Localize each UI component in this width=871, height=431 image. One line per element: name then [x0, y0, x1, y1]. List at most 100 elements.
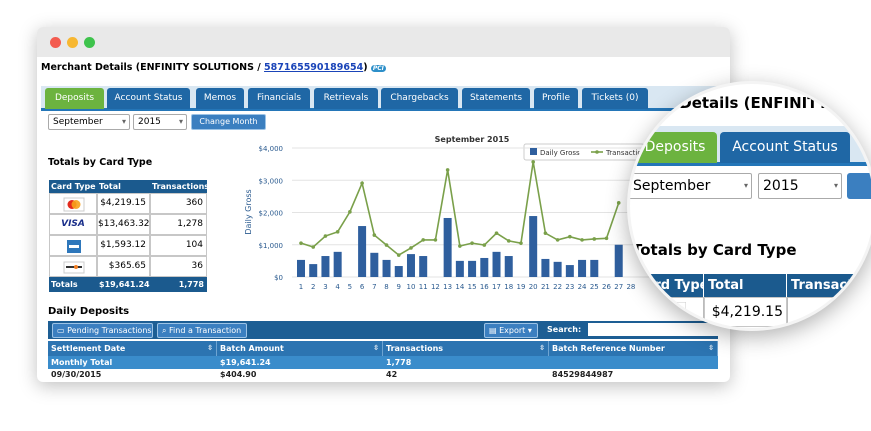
point	[335, 230, 340, 234]
bar	[565, 265, 574, 277]
sort-icon[interactable]: ⇳	[373, 344, 379, 352]
point	[543, 231, 548, 235]
bar	[590, 259, 599, 277]
x-tick-label: 21	[541, 283, 550, 291]
card-totals-title: Totals by Card Type	[48, 157, 153, 168]
close-dot[interactable]	[50, 37, 61, 48]
y-tick-label: $1,000	[259, 242, 284, 250]
point	[348, 210, 352, 214]
point	[482, 243, 487, 247]
card-total: $1,593.12	[97, 235, 150, 256]
tab[interactable]: Financials	[248, 88, 310, 109]
x-tick-label: 18	[504, 283, 513, 291]
card-total: $365.65	[97, 256, 150, 277]
bar	[504, 256, 513, 277]
bar	[406, 254, 415, 277]
x-tick-label: 2	[311, 283, 315, 291]
pci-badge: PCI	[370, 65, 386, 72]
bar	[541, 258, 550, 277]
bar	[333, 251, 342, 277]
tab[interactable]: Account Status	[720, 132, 850, 163]
bar	[529, 216, 538, 277]
column-header[interactable]: Batch Reference Number ⇳	[549, 341, 718, 356]
point	[568, 234, 572, 239]
tab[interactable]: Chargebacks	[381, 88, 458, 109]
x-tick-label: 12	[431, 283, 440, 291]
merchant-id[interactable]: 587165590189654	[264, 62, 364, 73]
button-label: Pending Transactions	[67, 326, 152, 335]
x-tick-label: 13	[443, 283, 452, 291]
tab[interactable]: Retrievals	[314, 88, 378, 109]
x-tick-label: 9	[397, 283, 401, 291]
point	[470, 241, 474, 245]
card-type-cell	[49, 235, 97, 256]
tab[interactable]: Memos	[196, 88, 244, 109]
y-tick-label: $3,000	[259, 177, 284, 185]
tab[interactable]: Statements	[462, 88, 530, 109]
bar	[358, 226, 367, 277]
find-button[interactable]: ⌕ Find a Transaction	[157, 323, 247, 338]
tab[interactable]: Profile	[534, 88, 578, 109]
card-transactions: 1,278	[150, 214, 207, 235]
year-select[interactable]: 2015	[133, 114, 187, 130]
x-tick-label: 25	[590, 283, 599, 291]
pending-button[interactable]: ▭ Pending Transactions	[52, 323, 153, 338]
tab[interactable]: Account Status	[107, 88, 190, 109]
summary-row	[48, 356, 718, 369]
title-bar	[37, 27, 730, 57]
minimize-dot[interactable]	[67, 37, 78, 48]
point	[519, 241, 523, 245]
point	[616, 201, 621, 205]
x-tick-label: 10	[407, 283, 416, 291]
visa-logo: VISA	[61, 219, 85, 229]
tab[interactable]: Deposits	[45, 88, 104, 109]
export-button[interactable]: ▤ Export ▾	[484, 323, 538, 338]
column-header: Total	[704, 274, 786, 297]
column-header[interactable]: Settlement Date ⇳	[48, 341, 217, 356]
bar	[321, 256, 330, 277]
card-total: $4,219.15	[704, 297, 787, 327]
bar	[297, 259, 305, 277]
x-tick-label: 15	[468, 283, 477, 291]
summary-cell: $19,641.24	[220, 358, 271, 367]
x-tick-label: 20	[529, 283, 538, 291]
x-tick-label: 5	[348, 283, 352, 291]
card-total: $4,219.15	[97, 193, 150, 214]
change-month-button[interactable]	[847, 173, 871, 199]
sort-icon[interactable]: ⇳	[207, 344, 213, 352]
merchant-line: Merchant Details (ENFINITY SOLUTIONS / 5…	[41, 62, 386, 73]
zoom-dot[interactable]	[84, 37, 95, 48]
tab[interactable]: Tickets (0)	[582, 88, 648, 109]
tab[interactable]: Deposits	[633, 132, 717, 163]
change-month-button[interactable]: Change Month	[191, 114, 266, 130]
column-header: Card Type	[49, 180, 97, 193]
x-tick-label: 17	[492, 283, 501, 291]
magnified-content: Merchant Details (ENFINITY SOLUTIONS / D…	[627, 84, 871, 328]
x-tick-label: 16	[480, 283, 489, 291]
bar	[578, 259, 587, 277]
column-header[interactable]: Transactions ⇳	[383, 341, 549, 356]
point	[592, 237, 597, 241]
y-tick-label: $4,000	[259, 145, 284, 153]
column-header: Total	[97, 180, 150, 193]
month-select[interactable]: September	[48, 114, 130, 130]
bar	[370, 252, 379, 277]
point	[360, 181, 364, 185]
merchant-label: Merchant Details (ENFINITY SOLUTIONS /	[627, 94, 871, 112]
point	[433, 238, 438, 242]
legend-label: Daily Gross	[540, 149, 580, 157]
month-select[interactable]: September	[630, 173, 752, 199]
x-tick-label: 11	[419, 283, 428, 291]
sort-icon[interactable]: ⇳	[708, 344, 714, 352]
point	[372, 233, 377, 237]
sort-icon[interactable]: ⇳	[539, 344, 545, 352]
year-select[interactable]: 2015	[758, 173, 842, 199]
legend-swatch	[595, 150, 599, 154]
bar	[382, 259, 391, 277]
y-tick-label: $2,000	[259, 210, 284, 218]
column-header[interactable]: Batch Amount ⇳	[217, 341, 383, 356]
table-cell: 84529844987	[552, 370, 614, 379]
daily-deposits-title: Daily Deposits	[48, 306, 130, 317]
card-icon	[63, 261, 85, 274]
x-tick-label: 23	[565, 283, 574, 291]
